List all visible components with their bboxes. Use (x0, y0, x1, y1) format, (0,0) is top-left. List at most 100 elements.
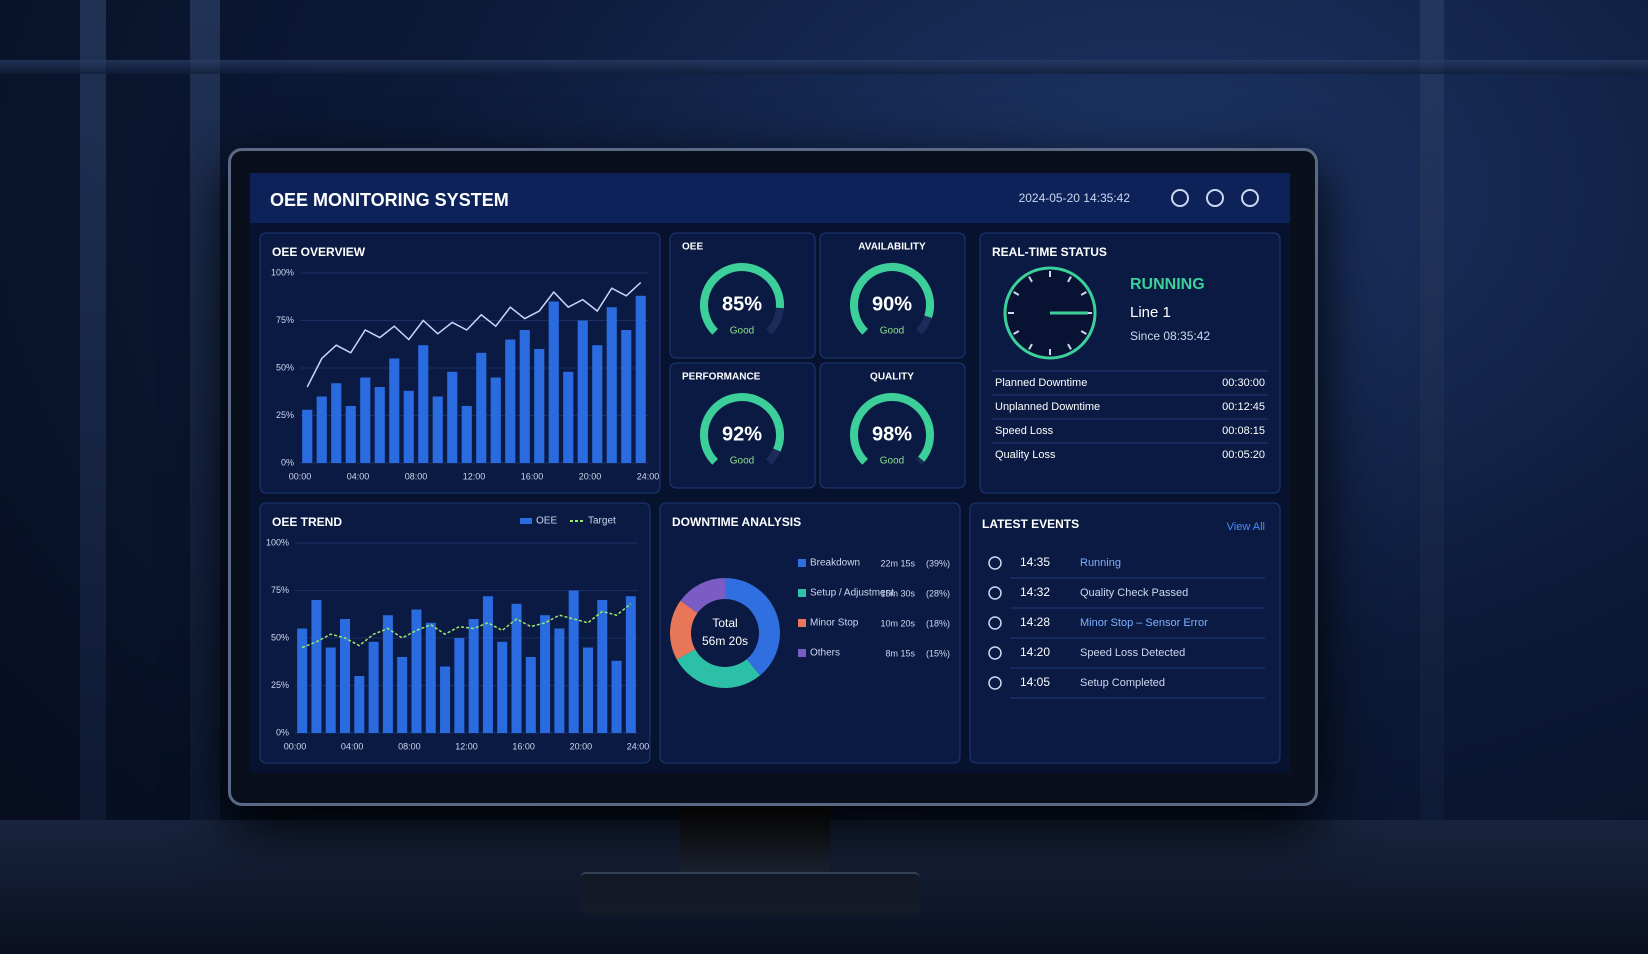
y-tick-label: 0% (281, 457, 294, 467)
bar (482, 596, 493, 733)
y-tick-label: 100% (266, 537, 289, 547)
x-tick-label: 12:00 (463, 471, 486, 481)
header-datetime: 2024-05-20 14:35:42 (1019, 191, 1131, 205)
monitor-stand (680, 800, 830, 880)
bar (621, 330, 632, 463)
bar (382, 615, 393, 733)
row-label: Planned Downtime (995, 377, 1087, 389)
bar (360, 377, 371, 463)
gauge-arc (850, 263, 934, 335)
legend-label: Setup / Adjustment (810, 588, 894, 599)
slice-duration: 10m 20s (880, 618, 915, 628)
y-tick-label: 50% (271, 632, 289, 642)
clock-tick (1028, 343, 1033, 350)
bar (635, 295, 646, 463)
event-text: Setup Completed (1080, 677, 1165, 689)
x-tick-label: 20:00 (570, 741, 593, 751)
panel (659, 502, 961, 764)
y-tick-label: 75% (271, 585, 289, 595)
gauge-title: OEE (682, 242, 703, 253)
x-tick-label: 24:00 (637, 471, 660, 481)
slice-duration: 22m 15s (880, 558, 915, 568)
bar (625, 596, 636, 733)
bar (540, 615, 551, 733)
bar (568, 590, 579, 733)
event-icon (988, 646, 1002, 660)
view-all-link[interactable]: View All (1227, 521, 1265, 533)
bar (525, 657, 536, 733)
donut-slice (670, 600, 698, 660)
bar (418, 345, 429, 463)
background-beam (1420, 0, 1444, 820)
event-text: Speed Loss Detected (1080, 647, 1185, 659)
gauge-status: Good (730, 456, 754, 467)
donut-slice (676, 649, 761, 689)
clock-tick (1080, 330, 1087, 335)
monitor: OEE MONITORING SYSTEM 2024-05-20 14:35:4… (228, 148, 1318, 806)
bar (577, 320, 588, 463)
bar (447, 371, 458, 463)
event-time: 14:20 (1020, 645, 1050, 659)
settings-icon[interactable] (1206, 189, 1224, 207)
x-tick-label: 04:00 (347, 471, 370, 481)
gauge-value: 85% (722, 293, 762, 315)
x-tick-label: 16:00 (521, 471, 544, 481)
row-value: 00:30:00 (1222, 377, 1265, 389)
clock-tick (1080, 291, 1087, 296)
legend-label: Breakdown (810, 558, 860, 569)
panel (969, 502, 1281, 764)
bar (411, 609, 422, 733)
bar (354, 676, 365, 733)
gauge-title: AVAILABILITY (858, 242, 926, 253)
panel-title: REAL-TIME STATUS (992, 245, 1107, 259)
background-beam (80, 0, 106, 820)
x-tick-label: 04:00 (341, 741, 364, 751)
background-beam (0, 60, 1648, 74)
slice-duration: 15m 30s (880, 588, 915, 598)
clock-tick (1067, 343, 1072, 350)
row-value: 00:12:45 (1222, 401, 1265, 413)
row-value: 00:08:15 (1222, 425, 1265, 437)
notification-icon[interactable] (1171, 189, 1189, 207)
event-icon (988, 556, 1002, 570)
donut-slice (680, 578, 725, 614)
legend-swatch (520, 518, 532, 524)
event-time: 14:28 (1020, 615, 1050, 629)
event-text: Quality Check Passed (1080, 587, 1188, 599)
slice-percent: (39%) (926, 558, 950, 568)
bar (432, 396, 443, 463)
panel-title: DOWNTIME ANALYSIS (672, 515, 801, 529)
panel-title: OEE OVERVIEW (272, 245, 366, 259)
config-icon[interactable] (1241, 189, 1259, 207)
bar (461, 406, 472, 463)
gauge-value: 98% (872, 423, 912, 445)
bar (611, 660, 622, 733)
bar (397, 657, 408, 733)
y-tick-label: 25% (271, 680, 289, 690)
x-tick-label: 12:00 (455, 741, 478, 751)
legend-swatch (798, 559, 806, 567)
y-tick-label: 25% (276, 410, 294, 420)
y-tick-label: 50% (276, 362, 294, 372)
since: Since 08:35:42 (1130, 329, 1210, 343)
gauge-title: QUALITY (870, 372, 914, 383)
line-series (306, 281, 642, 388)
x-tick-label: 08:00 (405, 471, 428, 481)
bar (505, 339, 516, 463)
legend-label: Target (588, 516, 616, 527)
row-value: 00:05:20 (1222, 449, 1265, 461)
bar (297, 628, 308, 733)
bar (425, 622, 436, 733)
x-tick-label: 20:00 (579, 471, 602, 481)
bar (511, 603, 522, 733)
bar (325, 647, 336, 733)
bar (368, 641, 379, 733)
gauge-arc (700, 263, 784, 335)
bar (519, 330, 530, 463)
x-tick-label: 16:00 (512, 741, 535, 751)
bar (311, 600, 322, 733)
row-label: Unplanned Downtime (995, 401, 1100, 413)
bar (476, 352, 487, 463)
bar (403, 390, 414, 463)
dashboard-screen: OEE MONITORING SYSTEM 2024-05-20 14:35:4… (250, 173, 1290, 773)
